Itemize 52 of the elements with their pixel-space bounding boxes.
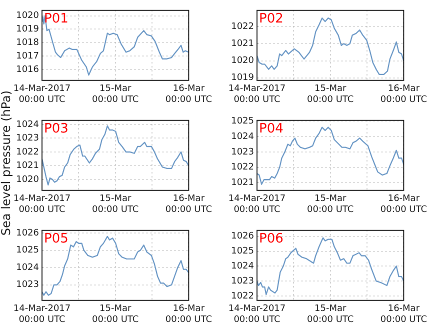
x-tick-label: 14-Mar-2017 00:00 UTC [13,194,71,215]
x-tick-label: 15-Mar 00:00 UTC [307,194,354,215]
y-tick-label: 1024 [231,132,254,142]
y-tick-label: 1016 [16,64,40,75]
y-tick-label: 1022 [231,291,254,302]
x-tick-label: 15-Mar 00:00 UTC [92,304,139,325]
x-tick-label: 14-Mar-2017 00:00 UTC [228,194,286,215]
y-tick-label: 1020 [16,11,40,22]
y-tick-label: 1022 [16,147,39,158]
y-tick-label: 1022 [231,162,254,173]
x-tick-label: 16-Mar 00:00 UTC [165,194,212,215]
y-tick-label: 1021 [231,178,254,188]
chart-title: P02 [259,11,284,26]
y-tick-label: 1021 [16,161,39,172]
y-tick-label: 1018 [16,38,40,48]
y-tick-label: 1025 [231,246,254,257]
x-tick-label: 16-Mar 00:00 UTC [165,304,212,325]
chart-title: P04 [259,121,284,136]
y-tick-label: 1024 [16,120,40,130]
chart-title: P06 [259,231,284,246]
y-tick-label: 1023 [231,147,254,158]
y-tick-label: 1019 [16,24,40,35]
x-tick-label: 15-Mar 00:00 UTC [307,84,354,105]
x-tick-label: 16-Mar 00:00 UTC [380,304,427,325]
x-tick-label: 16-Mar 00:00 UTC [380,194,427,215]
y-tick-label: 1023 [16,134,39,144]
x-tick-label: 15-Mar 00:00 UTC [307,304,354,325]
y-tick-label: 1026 [231,232,254,242]
y-tick-label: 1025 [231,116,254,127]
chart-title: P03 [44,121,68,136]
y-axis-title: Sea level pressure (hPa) [0,89,14,238]
chart-title: P05 [44,231,68,246]
x-tick-label: 14-Mar-2017 00:00 UTC [13,84,71,105]
y-tick-label: 1017 [16,52,39,62]
y-tick-label: 1026 [16,228,40,238]
y-tick-label: 1022 [231,22,254,32]
x-tick-label: 16-Mar 00:00 UTC [380,84,427,105]
y-tick-label: 1023 [231,276,254,286]
x-tick-label: 15-Mar 00:00 UTC [92,194,139,215]
y-tick-label: 1023 [16,280,39,290]
x-tick-label: 16-Mar 00:00 UTC [165,84,212,105]
y-tick-label: 1021 [231,39,254,50]
x-tick-label: 14-Mar-2017 00:00 UTC [13,304,71,325]
y-tick-label: 1024 [16,262,40,273]
y-tick-label: 1019 [231,73,254,84]
y-tick-label: 1024 [231,261,254,272]
x-tick-label: 14-Mar-2017 00:00 UTC [228,304,286,325]
y-tick-label: 1020 [16,174,40,185]
y-tick-label: 1020 [231,56,254,66]
x-tick-label: 15-Mar 00:00 UTC [92,84,139,105]
y-tick-label: 1025 [16,246,39,256]
x-tick-label: 14-Mar-2017 00:00 UTC [228,84,286,105]
